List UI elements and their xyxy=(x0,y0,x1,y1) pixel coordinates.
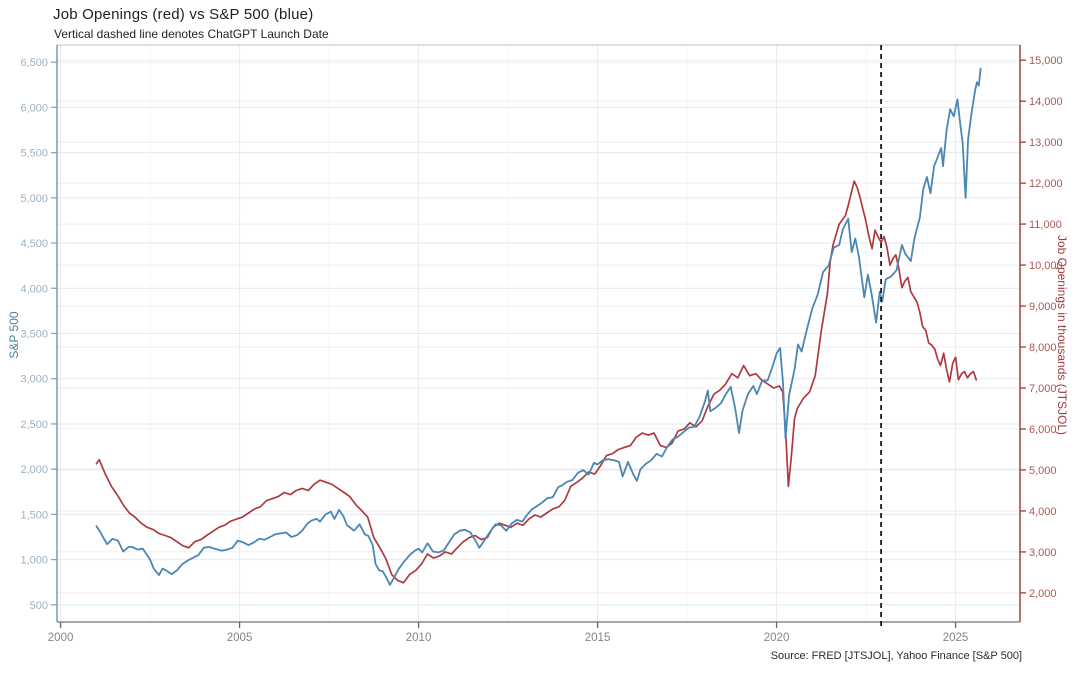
x-axis-tick-label: 2000 xyxy=(48,632,74,644)
left-axis-tick-label: 1,500 xyxy=(20,509,48,521)
x-axis-tick-label: 2010 xyxy=(406,632,432,644)
right-axis-tick-label: 10,000 xyxy=(1029,260,1063,272)
source-note: Source: FRED [JTSJOL], Yahoo Finance [S&… xyxy=(770,650,1022,662)
right-axis-tick-label: 3,000 xyxy=(1029,547,1057,559)
left-axis-tick-label: 4,500 xyxy=(20,238,48,250)
sp500-line xyxy=(95,67,982,586)
left-axis-tick-label: 6,000 xyxy=(20,102,48,114)
right-axis-tick-label: 7,000 xyxy=(1029,383,1057,395)
right-axis-tick-label: 9,000 xyxy=(1029,301,1057,313)
left-axis-tick-label: 2,000 xyxy=(20,464,48,476)
chart-title: Job Openings (red) vs S&P 500 (blue) xyxy=(53,6,314,23)
left-axis-tick-label: 500 xyxy=(30,600,48,612)
left-axis-tick-label: 3,500 xyxy=(20,329,48,341)
left-axis-tick-label: 2,500 xyxy=(20,419,48,431)
left-axis-tick-label: 6,500 xyxy=(20,57,48,69)
x-axis-tick-label: 2025 xyxy=(943,632,969,644)
x-axis-tick-label: 2020 xyxy=(764,632,790,644)
right-axis-tick-label: 14,000 xyxy=(1029,96,1063,108)
right-axis-tick-label: 6,000 xyxy=(1029,424,1057,436)
left-axis-tick-label: 5,000 xyxy=(20,193,48,205)
right-axis-tick-label: 2,000 xyxy=(1029,588,1057,600)
right-axis-tick-label: 11,000 xyxy=(1029,219,1062,231)
right-axis-tick-label: 12,000 xyxy=(1029,178,1063,190)
right-axis-tick-label: 13,000 xyxy=(1029,137,1063,149)
job-openings-line xyxy=(95,180,978,584)
chart-subtitle: Vertical dashed line denotes ChatGPT Lau… xyxy=(54,27,329,41)
left-axis-tick-label: 3,000 xyxy=(20,374,48,386)
left-axis-tick-label: 1,000 xyxy=(20,555,48,567)
right-axis-tick-label: 15,000 xyxy=(1029,55,1063,67)
right-axis-tick-label: 8,000 xyxy=(1029,342,1057,354)
left-axis-tick-label: 4,000 xyxy=(20,283,48,295)
x-axis-tick-label: 2015 xyxy=(585,632,611,644)
right-axis-tick-label: 4,000 xyxy=(1029,506,1057,518)
x-axis-tick-label: 2005 xyxy=(227,632,253,644)
right-axis-tick-label: 5,000 xyxy=(1029,465,1057,477)
left-axis-tick-label: 5,500 xyxy=(20,148,48,160)
